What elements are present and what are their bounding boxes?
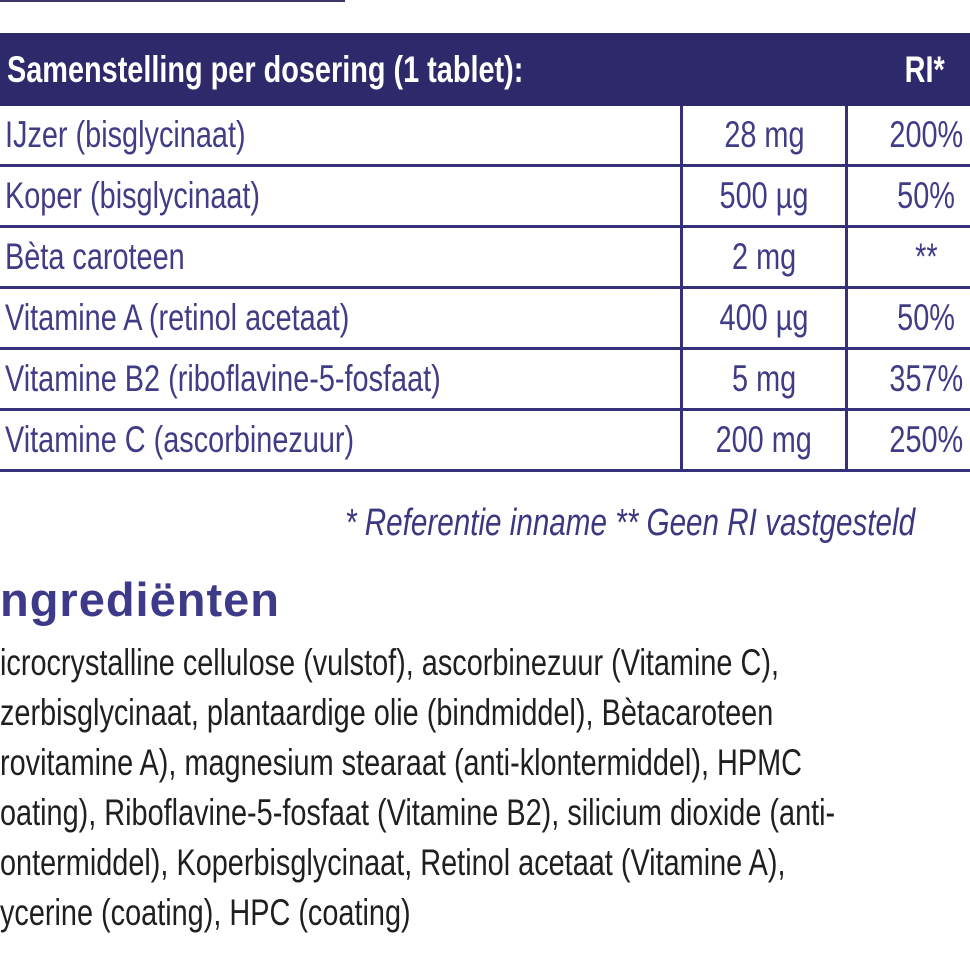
nutrient-ri: 357% [889,358,964,399]
nutrient-ri: 250% [889,419,964,460]
table-row: Vitamine C (ascorbinezuur) 200 mg 250% [0,411,970,472]
cropped-edge-line [0,0,345,2]
nutrient-amount-cell: 5 mg [680,350,845,408]
nutrient-name: Bèta caroteen [5,236,185,277]
ri-column-header: RI* [845,33,970,106]
ingredients-heading: ngrediënten [0,573,280,626]
nutrient-ri: ** [915,236,938,277]
nutrient-name-cell: Bèta caroteen [0,228,680,286]
ingredients-line-text: icrocrystalline cellulose (vulstof), asc… [0,642,779,683]
nutrient-amount-cell: 500 µg [680,167,845,225]
nutrient-amount-cell: 400 µg [680,289,845,347]
nutrient-ri-cell: 250% [845,411,970,469]
nutrient-amount: 5 mg [731,358,797,399]
ingredients-line-text: ycerine (coating), HPC (coating) [0,892,411,933]
nutrient-amount: 400 µg [719,297,809,338]
nutrient-name-cell: Vitamine C (ascorbinezuur) [0,411,680,469]
table-row: Bèta caroteen 2 mg ** [0,228,970,289]
table-title: Samenstelling per dosering (1 tablet): [0,49,669,91]
nutrient-name: Koper (bisglycinaat) [5,175,261,216]
ingredients-line: oating), Riboflavine-5-fosfaat (Vitamine… [0,788,970,838]
nutrient-ri: 50% [897,175,956,216]
table-title-text: Samenstelling per dosering (1 tablet): [7,48,524,90]
nutrient-amount: 2 mg [731,236,797,277]
nutrient-name: IJzer (bisglycinaat) [5,114,246,155]
nutrient-ri: 50% [897,297,956,338]
ri-footnote: * Referentie inname ** Geen RI vastgeste… [345,502,970,545]
nutrient-name: Vitamine B2 (riboflavine-5-fosfaat) [5,358,441,399]
ingredients-line-text: oating), Riboflavine-5-fosfaat (Vitamine… [0,792,836,833]
table-row: Koper (bisglycinaat) 500 µg 50% [0,167,970,228]
nutrient-amount-cell: 2 mg [680,228,845,286]
table-row: Vitamine A (retinol acetaat) 400 µg 50% [0,289,970,350]
ingredients-line-text: zerbisglycinaat, plantaardige olie (bind… [0,692,774,733]
composition-table-header: Samenstelling per dosering (1 tablet): R… [0,33,970,106]
nutrient-amount: 200 mg [715,419,813,460]
nutrient-ri: 200% [889,114,964,155]
ingredients-line: ycerine (coating), HPC (coating) [0,888,970,938]
ri-footnote-text: * Referentie inname ** Geen RI vastgeste… [345,502,916,544]
nutrient-name: Vitamine C (ascorbinezuur) [5,419,355,460]
nutrient-name-cell: Vitamine A (retinol acetaat) [0,289,680,347]
ingredients-line: zerbisglycinaat, plantaardige olie (bind… [0,688,970,738]
nutrient-amount: 28 mg [723,114,805,155]
nutrient-amount-cell: 28 mg [680,106,845,164]
ingredients-line-text: ontermiddel), Koperbisglycinaat, Retinol… [0,842,786,883]
ingredients-paragraph: icrocrystalline cellulose (vulstof), asc… [0,638,970,938]
ingredients-line-text: rovitamine A), magnesium stearaat (anti-… [0,742,802,783]
nutrient-name-cell: Koper (bisglycinaat) [0,167,680,225]
ri-column-header-text: RI* [904,48,946,90]
nutrient-name-cell: IJzer (bisglycinaat) [0,106,680,164]
nutrient-ri-cell: ** [845,228,970,286]
nutrient-ri-cell: 50% [845,289,970,347]
composition-table: Samenstelling per dosering (1 tablet): R… [0,33,970,472]
nutrient-amount-cell: 200 mg [680,411,845,469]
nutrient-ri-cell: 357% [845,350,970,408]
nutrient-amount: 500 µg [719,175,809,216]
ingredients-line: icrocrystalline cellulose (vulstof), asc… [0,638,970,688]
nutrient-ri-cell: 200% [845,106,970,164]
ingredients-line: rovitamine A), magnesium stearaat (anti-… [0,738,970,788]
nutrient-name: Vitamine A (retinol acetaat) [5,297,350,338]
ingredients-line: ontermiddel), Koperbisglycinaat, Retinol… [0,838,970,888]
nutrient-ri-cell: 50% [845,167,970,225]
table-row: Vitamine B2 (riboflavine-5-fosfaat) 5 mg… [0,350,970,411]
nutrient-name-cell: Vitamine B2 (riboflavine-5-fosfaat) [0,350,680,408]
table-row: IJzer (bisglycinaat) 28 mg 200% [0,106,970,167]
